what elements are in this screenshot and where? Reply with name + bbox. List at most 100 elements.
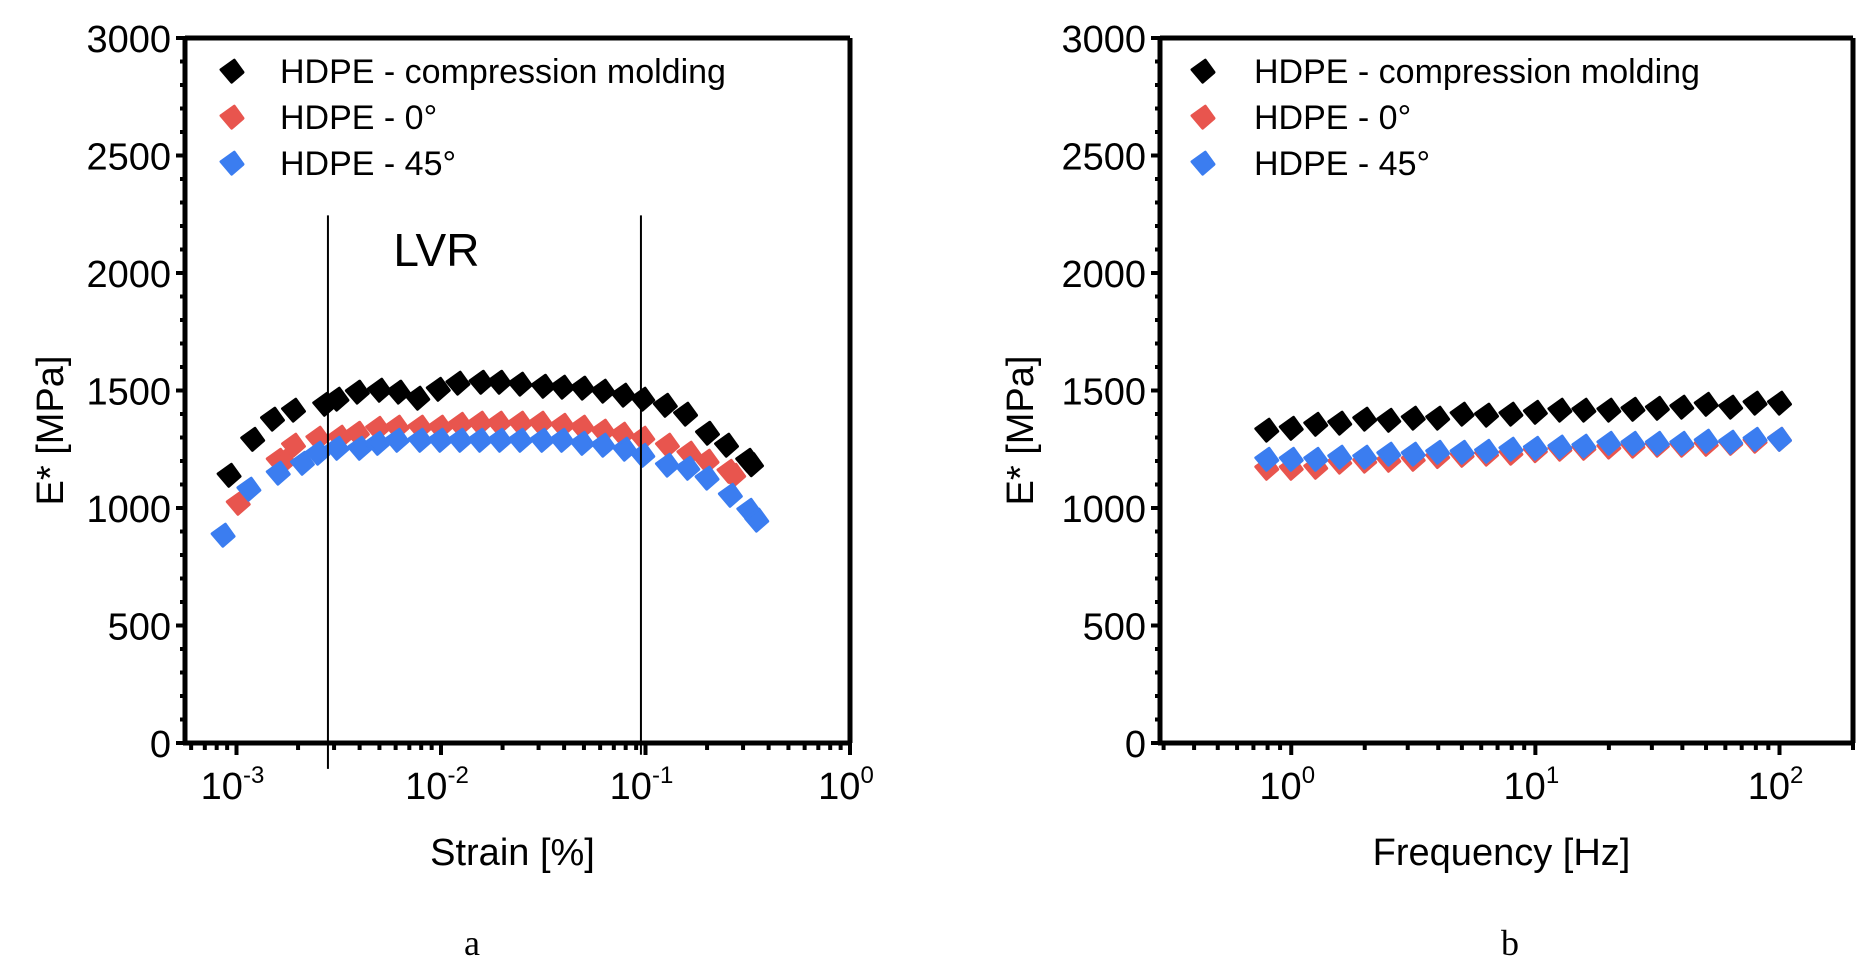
y-tick-label: 0: [1125, 724, 1146, 766]
data-point: [530, 373, 556, 399]
x-tick-label: 10-1: [610, 762, 674, 808]
data-point: [1352, 444, 1378, 470]
data-point: [675, 455, 701, 481]
data-point: [590, 378, 616, 404]
data-point: [427, 427, 453, 453]
data-point: [344, 379, 370, 405]
data-point: [1254, 417, 1280, 443]
data-point: [236, 476, 262, 502]
data-point: [305, 440, 331, 466]
legend-label-45deg: HDPE - 45°: [1254, 145, 1430, 183]
data-point: [1400, 441, 1426, 467]
data-point: [673, 401, 699, 427]
data-point: [1767, 390, 1792, 416]
data-point: [487, 427, 513, 453]
x-tick-label: 100: [1259, 762, 1315, 808]
data-point: [1425, 439, 1451, 465]
data-point: [1669, 430, 1695, 456]
data-point: [1620, 430, 1646, 456]
data-point: [1327, 410, 1353, 436]
data-point: [281, 397, 306, 423]
data-point: [1644, 395, 1670, 421]
data-point: [612, 436, 638, 462]
data-point: [1522, 399, 1548, 425]
data-point: [1693, 391, 1719, 417]
data-point: [445, 370, 471, 396]
panel-b-legend: HDPE - compression molding HDPE - 0° HDP…: [1190, 53, 1700, 183]
panel-b-caption: b: [1501, 923, 1519, 963]
data-point: [507, 427, 533, 453]
data-point: [386, 379, 412, 405]
y-tick-label: 2000: [86, 254, 171, 296]
data-point: [1742, 426, 1768, 452]
y-tick-label: 1500: [86, 372, 171, 414]
data-point: [570, 375, 595, 401]
data-point: [549, 374, 575, 400]
data-point: [1376, 441, 1402, 467]
legend-marker-icon: [219, 58, 245, 84]
y-tick-label: 1000: [1061, 489, 1146, 531]
data-point: [216, 462, 242, 488]
panel-b-frequency-sweep: 0 500 1000 1500 2000 2500 3000 100 101 102 Frequ…: [1000, 19, 1856, 963]
data-point: [366, 377, 392, 403]
data-point: [1522, 435, 1548, 461]
y-tick-label: 0: [150, 724, 171, 766]
y-tick-label: 2500: [1061, 137, 1146, 179]
data-point: [630, 386, 656, 412]
data-point: [1693, 428, 1719, 454]
x-tick-label: 10-3: [201, 762, 265, 808]
data-point: [630, 442, 656, 468]
data-point: [1742, 390, 1768, 416]
panel-a-annotations: LVR: [326, 215, 642, 769]
data-point: [1449, 401, 1475, 427]
data-point: [744, 507, 770, 533]
legend-marker-icon: [1190, 150, 1216, 176]
data-point: [569, 430, 595, 456]
panel-a-x-ticks: 10-3 10-2 10-1 100: [189, 743, 874, 808]
data-point: [210, 522, 236, 548]
panel-b-x-axis-title: Frequency [Hz]: [1373, 832, 1631, 874]
panel-b-frame: [1157, 35, 1856, 746]
data-point: [425, 376, 451, 402]
data-point: [1596, 430, 1622, 456]
panel-a-caption: a: [464, 923, 480, 963]
data-point: [1547, 397, 1573, 423]
data-point: [347, 435, 373, 461]
series-0: [1254, 390, 1792, 443]
data-point: [1718, 394, 1744, 420]
panel-a-legend: HDPE - compression molding HDPE - 0° HDP…: [219, 53, 726, 183]
panel-a-marks: [210, 369, 770, 548]
data-point: [1718, 429, 1744, 455]
series-2: [210, 427, 770, 548]
data-point: [590, 432, 616, 458]
data-point: [1449, 439, 1475, 465]
panel-b-marks: [1254, 390, 1792, 481]
x-tick-label: 100: [818, 762, 874, 808]
y-tick-label: 2500: [86, 137, 171, 179]
data-point: [1498, 436, 1524, 462]
data-point: [407, 427, 433, 453]
data-point: [549, 427, 575, 453]
panel-a-y-ticks: 0 500 1000 1500 2000 2500 3000: [86, 19, 185, 766]
legend-marker-icon: [219, 104, 245, 130]
data-point: [225, 490, 251, 516]
legend-label-0deg: HDPE - 0°: [1254, 99, 1411, 137]
lvr-label: LVR: [393, 224, 479, 276]
data-point: [1254, 446, 1280, 472]
data-point: [1376, 407, 1402, 433]
data-point: [694, 465, 720, 491]
y-tick-label: 2000: [1061, 254, 1146, 296]
data-point: [1498, 401, 1524, 427]
y-tick-label: 1500: [1061, 372, 1146, 414]
y-tick-label: 3000: [1061, 19, 1146, 61]
data-point: [1547, 434, 1573, 460]
data-point: [1767, 426, 1792, 452]
y-tick-label: 3000: [86, 19, 171, 61]
data-point: [1400, 405, 1426, 431]
x-tick-label: 101: [1504, 762, 1560, 808]
data-point: [610, 382, 636, 408]
legend-marker-icon: [219, 150, 245, 176]
data-point: [405, 385, 431, 411]
data-point: [281, 432, 306, 458]
